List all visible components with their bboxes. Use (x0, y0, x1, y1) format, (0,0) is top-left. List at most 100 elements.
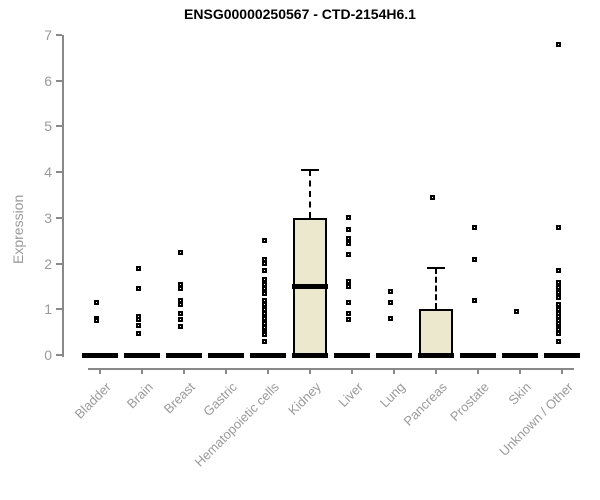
y-tick-label: 7 (44, 27, 52, 43)
lower-hinge-bar (334, 353, 370, 358)
outlier-point (262, 302, 267, 307)
outlier-point (136, 317, 141, 322)
lower-hinge-bar (166, 353, 202, 358)
outlier-point (262, 286, 267, 291)
y-tick-mark (56, 171, 62, 173)
y-tick-label: 3 (44, 210, 52, 226)
outlier-point (262, 268, 267, 273)
y-tick-mark (56, 263, 62, 265)
outlier-point (556, 225, 561, 230)
outlier-point (262, 261, 267, 266)
x-tick-mark (393, 368, 395, 374)
lower-hinge-bar (250, 353, 286, 358)
outlier-point (136, 266, 141, 271)
outlier-point (178, 250, 183, 255)
outlier-point (178, 311, 183, 316)
outlier-point (178, 317, 183, 322)
x-tick-mark (183, 368, 185, 374)
x-tick-mark (309, 368, 311, 374)
y-tick-mark (56, 34, 62, 36)
outlier-point (556, 302, 561, 307)
whisker-line (435, 268, 437, 309)
lower-hinge-bar (418, 353, 454, 358)
outlier-point (136, 286, 141, 291)
box (419, 309, 453, 355)
y-tick-mark (56, 80, 62, 82)
x-tick-mark (141, 368, 143, 374)
outlier-point (346, 284, 351, 289)
x-tick-mark (351, 368, 353, 374)
outlier-point (262, 311, 267, 316)
chart-title: ENSG00000250567 - CTD-2154H6.1 (184, 6, 416, 22)
outlier-point (346, 227, 351, 232)
outlier-point (136, 331, 141, 336)
lower-hinge-bar (292, 353, 328, 358)
y-tick-mark (56, 125, 62, 127)
y-axis-label: Expression (10, 194, 26, 264)
outlier-point (388, 316, 393, 321)
outlier-point (472, 257, 477, 262)
x-tick-mark (519, 368, 521, 374)
outlier-point (346, 252, 351, 257)
x-tick-mark (99, 368, 101, 374)
outlier-point (262, 325, 267, 330)
lower-hinge-bar (502, 353, 538, 358)
y-tick-mark (56, 354, 62, 356)
outlier-point (346, 236, 351, 241)
outlier-point (556, 280, 561, 285)
outlier-point (262, 277, 267, 282)
y-tick-label: 5 (44, 118, 52, 134)
y-tick-mark (56, 308, 62, 310)
x-tick-mark (435, 368, 437, 374)
outlier-point (346, 241, 351, 246)
outlier-point (556, 295, 561, 300)
outlier-point (514, 309, 519, 314)
whisker-cap (301, 169, 319, 171)
lower-hinge-bar (376, 353, 412, 358)
outlier-point (262, 332, 267, 337)
outlier-point (472, 298, 477, 303)
outlier-point (556, 290, 561, 295)
whisker-cap (427, 267, 445, 269)
outlier-point (346, 317, 351, 322)
y-axis-line (62, 35, 64, 357)
lower-hinge-bar (82, 353, 118, 358)
outlier-point (556, 42, 561, 47)
x-tick-mark (561, 368, 563, 374)
outlier-point (136, 323, 141, 328)
x-tick-mark (477, 368, 479, 374)
outlier-point (556, 268, 561, 273)
outlier-point (472, 225, 477, 230)
outlier-point (262, 339, 267, 344)
outlier-point (94, 300, 99, 305)
median-line (292, 284, 328, 289)
outlier-point (178, 286, 183, 291)
outlier-point (430, 195, 435, 200)
outlier-point (178, 302, 183, 307)
outlier-point (388, 289, 393, 294)
outlier-point (262, 291, 267, 296)
outlier-point (94, 318, 99, 323)
x-tick-mark (225, 368, 227, 374)
lower-hinge-bar (544, 353, 580, 358)
outlier-point (556, 331, 561, 336)
whisker-line (309, 170, 311, 218)
y-tick-label: 4 (44, 164, 52, 180)
outlier-point (556, 339, 561, 344)
outlier-point (346, 215, 351, 220)
lower-hinge-bar (208, 353, 244, 358)
outlier-point (262, 316, 267, 321)
outlier-point (556, 285, 561, 290)
outlier-point (346, 311, 351, 316)
outlier-point (262, 238, 267, 243)
outlier-point (178, 324, 183, 329)
lower-hinge-bar (460, 353, 496, 358)
outlier-point (346, 300, 351, 305)
x-axis-line (88, 368, 574, 370)
x-tick-mark (267, 368, 269, 374)
y-tick-label: 6 (44, 73, 52, 89)
lower-hinge-bar (124, 353, 160, 358)
x-tick-label: Unknown / Other (496, 379, 576, 459)
y-tick-label: 0 (44, 347, 52, 363)
